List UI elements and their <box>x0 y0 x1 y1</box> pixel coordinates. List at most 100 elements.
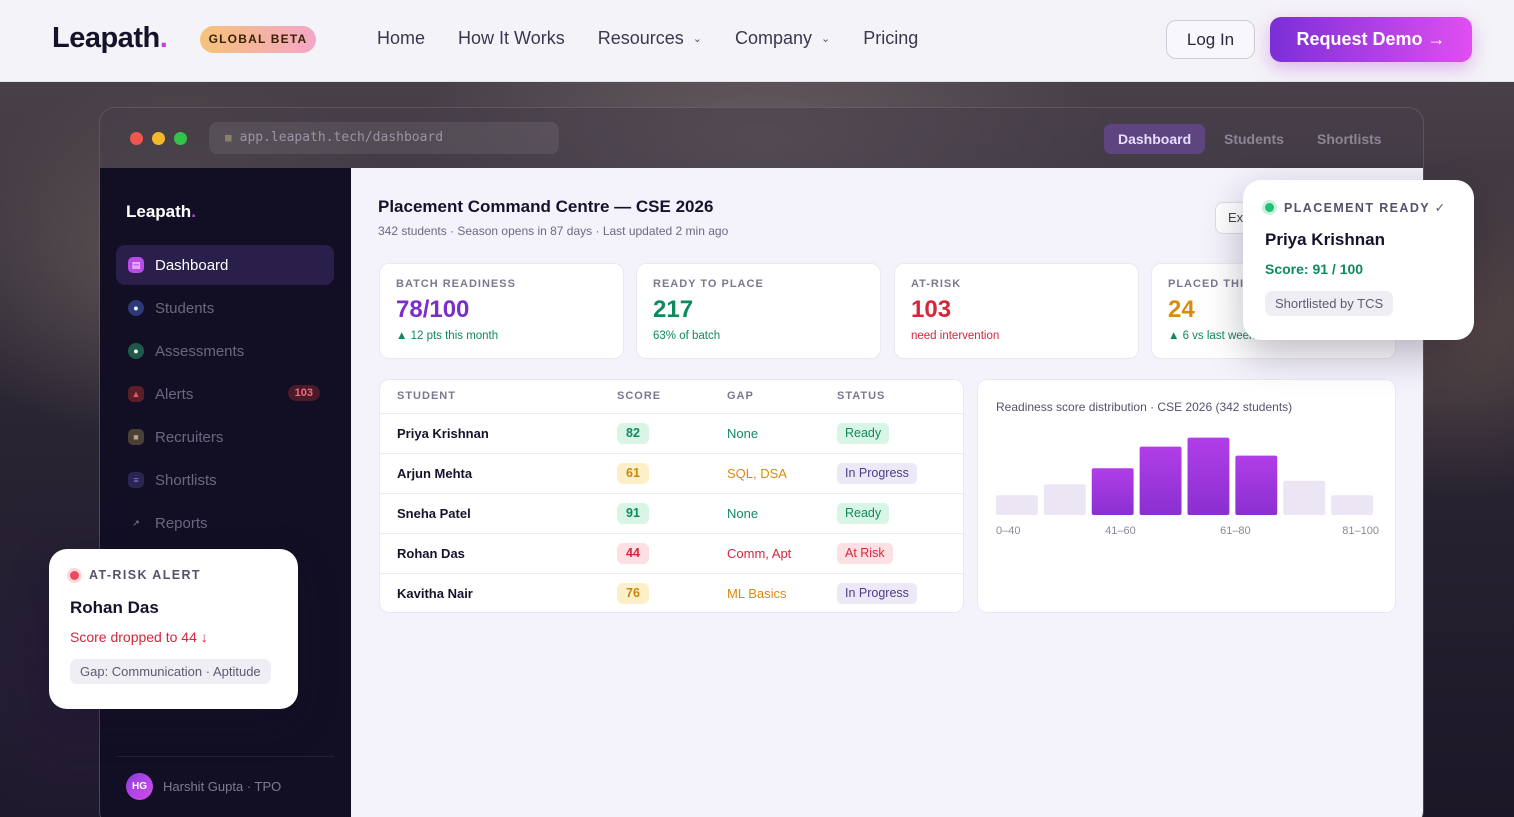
beta-badge: GLOBAL BETA <box>200 26 316 53</box>
kpi-label: PLACED THIS <box>1168 278 1253 290</box>
sidebar-logo[interactable]: Leapath. <box>126 202 196 221</box>
sidebar-user[interactable]: HG Harshit Gupta · TPO <box>116 756 334 800</box>
student-name: Rohan Das <box>397 546 465 561</box>
gap-text: ML Basics <box>727 586 787 601</box>
app-window: ■ app.leapath.tech/dashboard Dashboard St… <box>99 107 1424 817</box>
chart-bar-5 <box>1187 437 1230 515</box>
placement-ready-header: PLACEMENT READY ✓ <box>1265 200 1452 215</box>
status-badge: Ready <box>837 423 890 444</box>
minimize-window-dot[interactable] <box>152 132 165 145</box>
chevron-down-icon: ⌄ <box>821 33 831 45</box>
table-row[interactable]: Sneha Patel 91 None Ready <box>380 493 963 533</box>
sidebar-item-alerts[interactable]: ▲ Alerts 103 <box>116 374 334 414</box>
sidebar: Leapath. ▤ Dashboard ● Students ● Assess… <box>100 168 351 817</box>
students-table: STUDENT SCORE GAP STATUS Priya Krishnan … <box>379 379 964 613</box>
nav-link-company[interactable]: Company ⌄ <box>734 28 831 48</box>
column-header-score[interactable]: SCORE <box>617 390 662 402</box>
kpi-label: READY TO PLACE <box>653 278 764 290</box>
table-row[interactable]: Priya Krishnan 82 None Ready <box>380 413 963 453</box>
sidebar-item-label: Assessments <box>155 342 245 360</box>
sidebar-item-assessments[interactable]: ● Assessments <box>116 331 334 371</box>
at-risk-header: AT-RISK ALERT <box>70 568 277 582</box>
table-row[interactable]: Rohan Das 44 Comm, Apt At Risk <box>380 533 963 573</box>
chart-tick-label: 81–100 <box>1342 525 1379 537</box>
kpi-label: BATCH READINESS <box>396 278 516 290</box>
score-badge: 61 <box>617 463 649 484</box>
kpi-value: 217 <box>653 296 694 323</box>
placement-ready-label: PLACEMENT READY ✓ <box>1284 201 1447 215</box>
column-header-gap[interactable]: GAP <box>727 390 754 402</box>
score-badge: 91 <box>617 503 649 524</box>
placement-ready-score: Score: 91 / 100 <box>1265 261 1364 277</box>
kpi-value: 103 <box>911 296 952 323</box>
kpi-note: need intervention <box>911 330 1000 342</box>
assessments-icon: ● <box>128 343 144 359</box>
nav-link-pricing[interactable]: Pricing <box>863 28 919 48</box>
window-tab-shortlists[interactable]: Shortlists <box>1317 131 1382 147</box>
window-tab-students[interactable]: Students <box>1224 131 1284 147</box>
close-window-dot[interactable] <box>130 132 143 145</box>
column-header-student[interactable]: STUDENT <box>397 390 456 402</box>
page-title: Placement Command Centre — CSE 2026 <box>378 197 714 216</box>
at-risk-name: Rohan Das <box>70 598 159 617</box>
window-tab-dashboard[interactable]: Dashboard <box>1104 124 1206 154</box>
request-demo-button[interactable]: Request Demo → <box>1270 17 1472 62</box>
gap-text: None <box>727 426 759 441</box>
chart-tick-label: 41–60 <box>1105 525 1136 537</box>
placement-ready-name: Priya Krishnan <box>1265 230 1385 249</box>
chevron-down-icon: ⌄ <box>692 33 702 45</box>
status-badge: At Risk <box>837 543 893 564</box>
sidebar-item-label: Reports <box>155 514 208 532</box>
sidebar-user-name: Harshit Gupta · TPO <box>163 779 282 794</box>
sidebar-item-label: Dashboard <box>155 256 229 274</box>
sidebar-item-dashboard[interactable]: ▤ Dashboard <box>116 245 334 285</box>
sidebar-item-recruiters[interactable]: ■ Recruiters <box>116 417 334 457</box>
login-button[interactable]: Log In <box>1166 20 1255 59</box>
student-name: Arjun Mehta <box>397 466 473 481</box>
maximize-window-dot[interactable] <box>174 132 187 145</box>
kpi-note: ▲ 12 pts this month <box>396 330 499 342</box>
table-row[interactable]: Arjun Mehta 61 SQL, DSA In Progress <box>380 453 963 493</box>
sidebar-item-shortlists[interactable]: ≡ Shortlists <box>116 460 334 500</box>
sidebar-item-label: Alerts <box>155 385 194 403</box>
kpi-ready-to-place: READY TO PLACE 217 63% of batch <box>636 263 881 359</box>
chart-bar-4 <box>1139 446 1182 515</box>
lock-icon: ■ <box>225 131 232 144</box>
nav-link-how-it-works[interactable]: How It Works <box>458 28 565 48</box>
chart-bar-3 <box>1091 468 1134 515</box>
shortlists-icon: ≡ <box>128 472 144 488</box>
nav-link-resources[interactable]: Resources ⌄ <box>597 28 702 48</box>
sidebar-item-students[interactable]: ● Students <box>116 288 334 328</box>
student-name: Sneha Patel <box>397 506 471 521</box>
at-risk-label: AT-RISK ALERT <box>89 568 201 582</box>
kpi-label: AT-RISK <box>911 278 962 290</box>
gap-text: None <box>727 506 759 521</box>
window-titlebar: ■ app.leapath.tech/dashboard Dashboard St… <box>100 108 1423 168</box>
site-logo[interactable]: Leapath. <box>52 22 168 54</box>
gap-text: SQL, DSA <box>727 466 787 481</box>
student-name: Priya Krishnan <box>397 426 489 441</box>
score-badge: 44 <box>617 543 649 564</box>
sidebar-item-label: Students <box>155 299 215 317</box>
avatar: HG <box>126 773 153 800</box>
column-header-status[interactable]: STATUS <box>837 390 886 402</box>
alert-dot-icon <box>70 570 79 580</box>
gap-text: Comm, Apt <box>727 546 792 561</box>
student-name: Kavitha Nair <box>397 586 473 601</box>
nav-link-home[interactable]: Home <box>377 28 426 48</box>
kpi-note: 63% of batch <box>653 330 721 342</box>
readiness-chart-card: Readiness score distribution · CSE 2026 … <box>977 379 1396 613</box>
address-bar[interactable]: ■ app.leapath.tech/dashboard <box>209 122 559 154</box>
nav-links: Home How It Works Resources ⌄ Company ⌄ Pr… <box>377 28 951 49</box>
at-risk-alert-card[interactable]: AT-RISK ALERT Rohan Das Score dropped to… <box>49 549 298 709</box>
sidebar-item-reports[interactable]: ↗ Reports <box>116 503 334 543</box>
score-badge: 82 <box>617 423 649 444</box>
chart-tick-label: 61–80 <box>1220 525 1251 537</box>
kpi-batch-readiness: BATCH READINESS 78/100 ▲ 12 pts this mon… <box>379 263 624 359</box>
table-row[interactable]: Kavitha Nair 76 ML Basics In Progress <box>380 573 963 612</box>
chart-tick-label: 0–40 <box>996 525 1020 537</box>
placement-ready-card[interactable]: PLACEMENT READY ✓ Priya Krishnan Score: … <box>1243 180 1474 340</box>
kpi-value: 24 <box>1168 296 1195 323</box>
dashboard-icon: ▤ <box>128 257 144 273</box>
sidebar-item-label: Shortlists <box>155 471 217 489</box>
